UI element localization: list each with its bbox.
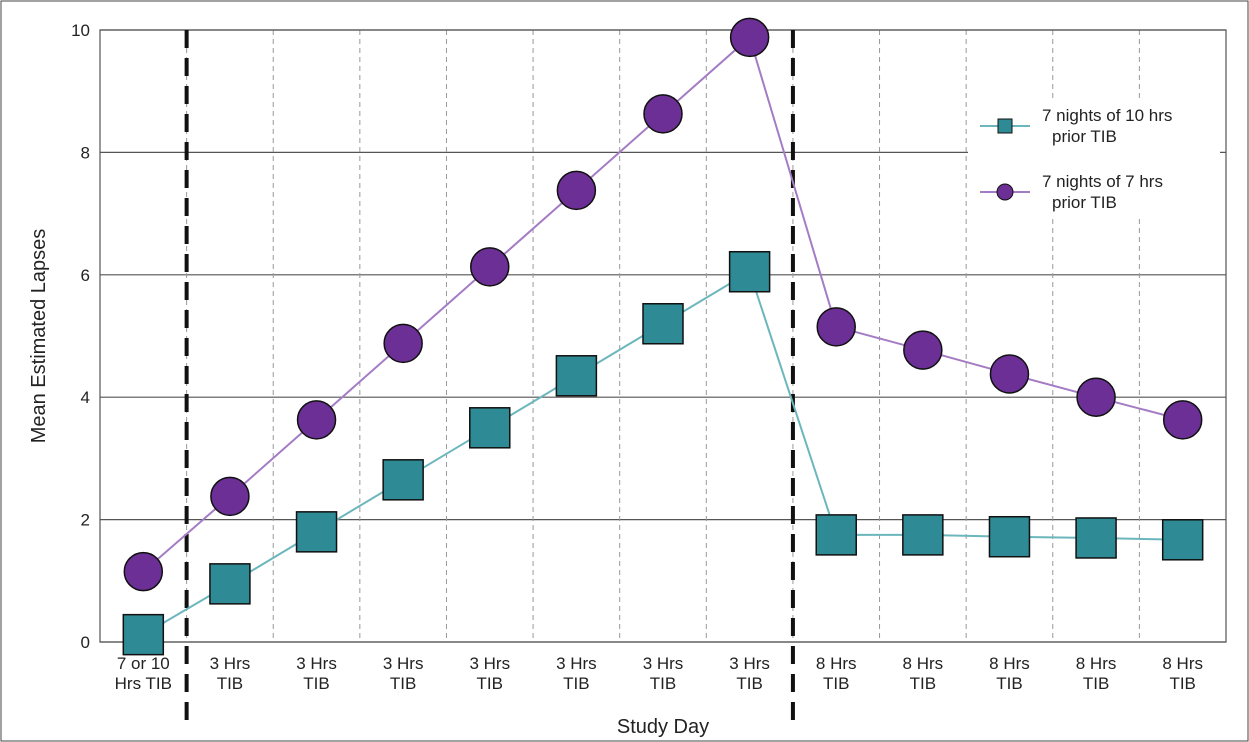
x-tick-label: 8 Hrs TIB <box>989 654 1030 693</box>
legend-marker-circle <box>996 183 1014 201</box>
data-point-square <box>815 514 857 556</box>
data-point-square <box>295 511 338 553</box>
y-axis-title: Mean Estimated Lapses <box>28 229 50 444</box>
y-tick-label: 4 <box>81 388 90 407</box>
x-tick-label: 3 Hrs TIB <box>383 654 424 693</box>
data-point-square <box>382 459 424 501</box>
x-tick-label: 3 Hrs TIB <box>556 654 597 693</box>
data-point-circle <box>903 330 943 370</box>
x-tick-label: 3 Hrs TIB <box>210 654 251 693</box>
data-point-square <box>902 514 944 556</box>
data-point-square <box>122 613 165 656</box>
data-point-circle <box>816 307 856 347</box>
data-point-square <box>469 407 511 449</box>
data-point-circle <box>1076 377 1116 417</box>
x-axis-title: Study Day <box>617 716 709 738</box>
y-tick-label: 6 <box>81 266 90 285</box>
data-point-square <box>988 515 1031 558</box>
x-tick-label: 3 Hrs TIB <box>643 654 684 693</box>
data-point-circle <box>643 94 683 134</box>
legend-label: 7 nights of 10 hrs prior TIB <box>1042 106 1172 146</box>
data-point-circle <box>1162 400 1203 440</box>
data-point-square <box>1075 517 1117 559</box>
data-point-circle <box>296 400 337 440</box>
x-tick-label: 8 Hrs TIB <box>816 654 857 693</box>
data-point-square <box>555 355 598 397</box>
data-point-square <box>209 563 251 605</box>
x-tick-label: 8 Hrs TIB <box>903 654 944 693</box>
x-tick-label: 8 Hrs TIB <box>1162 654 1203 693</box>
y-tick-label: 0 <box>81 633 90 652</box>
plot-area-border <box>99 29 1227 643</box>
x-tick-label: 7 or 10 Hrs TIB <box>115 654 172 693</box>
data-point-circle <box>383 323 423 364</box>
data-point-circle <box>123 551 164 592</box>
y-tick-label: 10 <box>71 21 90 40</box>
x-tick-label: 3 Hrs TIB <box>469 654 510 693</box>
x-tick-label: 8 Hrs TIB <box>1076 654 1117 693</box>
x-tick-label: 3 Hrs TIB <box>296 654 337 693</box>
data-point-circle <box>989 354 1030 394</box>
data-point-square <box>1161 519 1204 561</box>
y-tick-label: 8 <box>81 143 90 162</box>
data-point-circle <box>729 17 770 58</box>
x-tick-label: 3 Hrs TIB <box>729 654 770 693</box>
legend-label: 7 nights of 7 hrs prior TIB <box>1042 172 1163 212</box>
data-point-square <box>642 303 684 345</box>
data-point-circle <box>210 476 250 517</box>
data-point-square <box>728 250 771 293</box>
data-point-circle <box>556 170 597 211</box>
legend-marker-square <box>997 118 1013 134</box>
y-tick-label: 2 <box>81 511 90 530</box>
data-point-circle <box>470 247 510 287</box>
